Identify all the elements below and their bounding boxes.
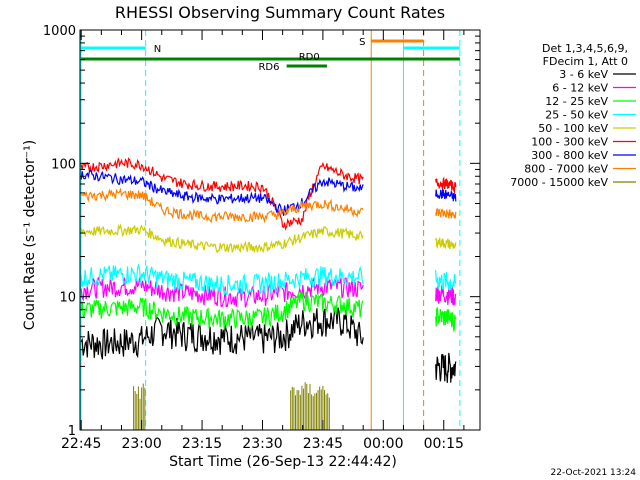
legend-label-2: 12 - 25 keV: [545, 95, 608, 108]
series-line-6: [435, 188, 457, 202]
series-line-0: [435, 352, 457, 383]
legend-label-3: 25 - 50 keV: [545, 109, 608, 122]
series-line-3: [80, 263, 364, 296]
series-line-7: [81, 187, 364, 224]
x-axis-label: Start Time (26-Sep-13 22:44:42): [169, 454, 397, 470]
legend-label-1: 6 - 12 keV: [552, 82, 608, 95]
flag-label-rd6: RD6: [258, 62, 279, 73]
footer-date: 22-Oct-2021 13:24: [551, 468, 637, 478]
legend-label-4: 50 - 100 keV: [538, 122, 608, 135]
series-line-1: [435, 285, 457, 306]
plot-frame: [79, 29, 481, 431]
series-line-4: [435, 237, 457, 250]
x-tick-label: 23:45: [303, 436, 343, 452]
series-line-7: [435, 207, 457, 220]
y-tick-label: 1: [68, 424, 76, 439]
x-tick-label: 23:30: [242, 436, 282, 452]
legend-header: Det 1,3,4,5,6,9,: [542, 42, 628, 55]
y-tick-label: 10: [59, 291, 76, 306]
x-tick-label: 23:15: [182, 436, 222, 452]
chart-title: RHESSI Observing Summary Count Rates: [115, 3, 445, 22]
series-line-4: [80, 223, 364, 254]
legend-label-5: 100 - 300 keV: [531, 136, 608, 149]
series-line-2: [435, 306, 457, 332]
series-line-5: [80, 157, 364, 231]
x-tick-label: 22:45: [61, 436, 101, 452]
legend-label-6: 300 - 800 keV: [531, 149, 608, 162]
series-line-5: [435, 176, 457, 195]
legend-label-8: 7000 - 15000 keV: [510, 176, 608, 189]
y-axis-label: Count Rate (s⁻¹ detector⁻¹): [22, 140, 38, 330]
series-line-1: [80, 276, 364, 308]
legend-label-7: 800 - 7000 keV: [524, 163, 608, 176]
flag-label-n: N: [154, 44, 161, 55]
y-tick-label: 100: [51, 157, 76, 172]
series-line-3: [435, 270, 457, 292]
flag-label-rd0: RD0: [299, 52, 320, 63]
series-line-6: [80, 169, 364, 216]
legend-header: FDecim 1, Att 0: [543, 55, 628, 68]
series-line-2: [80, 291, 364, 329]
legend-label-0: 3 - 6 keV: [559, 68, 608, 81]
x-tick-label: 00:00: [363, 436, 403, 452]
y-tick-label: 1000: [43, 24, 76, 39]
flag-label-s: S: [359, 37, 365, 48]
x-tick-label: 23:00: [121, 436, 161, 452]
series-line-0: [80, 305, 364, 360]
x-tick-label: 00:15: [424, 436, 464, 452]
